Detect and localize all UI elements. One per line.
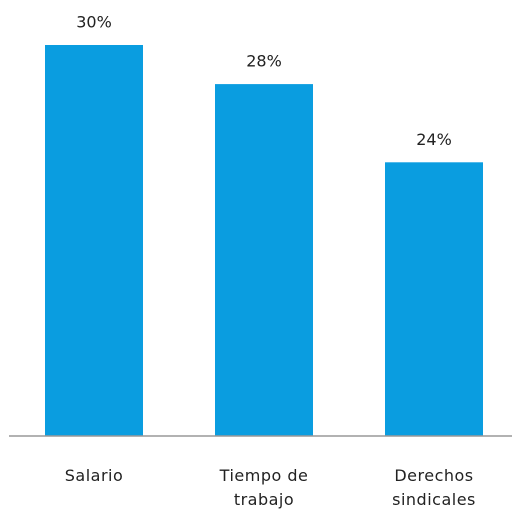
data-label: 30% — [76, 13, 112, 32]
x-tick-label: Tiempo de trabajo — [219, 466, 309, 509]
bar — [385, 162, 483, 437]
data-label: 28% — [246, 52, 282, 71]
bar — [215, 84, 313, 436]
data-label: 24% — [416, 130, 452, 149]
x-tick-label: Salario — [64, 466, 124, 485]
x-tick-label: Derechos sindicales — [392, 466, 476, 509]
bar — [45, 45, 143, 436]
